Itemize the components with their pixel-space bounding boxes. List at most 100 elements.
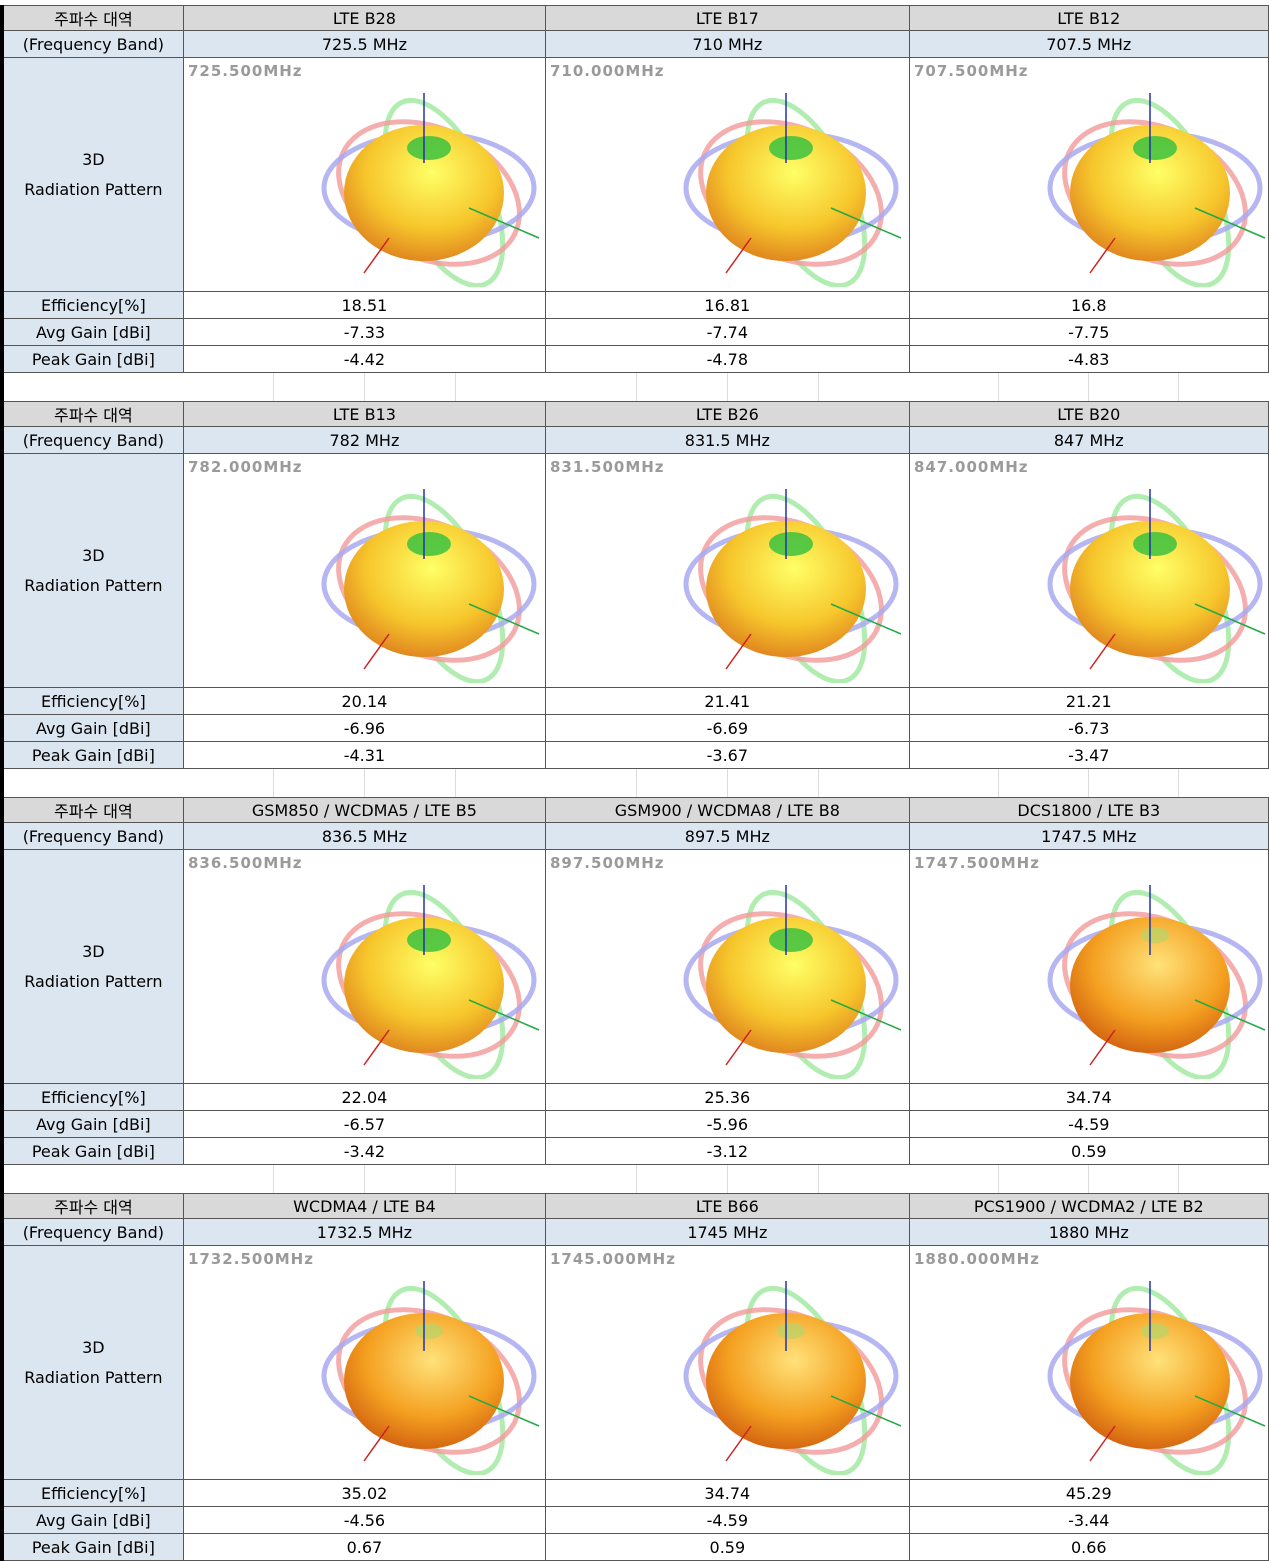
pattern-cell: 1880.000MHz xyxy=(908,1245,1269,1480)
spacer-col xyxy=(999,769,1090,797)
avg-gain-cell: -7.75 xyxy=(908,318,1269,346)
spacer-cell xyxy=(2,1164,184,1194)
axis-y xyxy=(468,207,539,239)
spacer-cell xyxy=(183,768,546,798)
frequency-cell: 782 MHz xyxy=(182,426,547,454)
row-pattern: 3D Radiation Pattern 1732.500MHz 1745.000… xyxy=(1,1245,1269,1480)
axis-x xyxy=(725,1029,752,1066)
band-cell: LTE B13 xyxy=(182,401,547,427)
lobe xyxy=(706,1313,867,1449)
spacer-col xyxy=(1089,1165,1180,1193)
axis-y xyxy=(1194,603,1265,635)
pattern-label: 707.500MHz xyxy=(914,62,1029,80)
radiation-pattern: 707.500MHz xyxy=(914,62,1265,289)
spacer-row xyxy=(2,1164,1269,1194)
axis-x xyxy=(363,237,390,274)
spacer-row xyxy=(2,372,1269,402)
spacer-col xyxy=(637,1165,728,1193)
radiation-pattern: 1732.500MHz xyxy=(188,1250,539,1477)
lobe xyxy=(706,917,867,1053)
row-label: 주파수 대역 xyxy=(1,401,184,427)
frequency-cell: 725.5 MHz xyxy=(182,30,547,58)
avg-gain-cell: -7.74 xyxy=(545,318,910,346)
row-pattern: 3D Radiation Pattern 725.500MHz 710.000MH… xyxy=(1,57,1269,292)
band-cell: DCS1800 / LTE B3 xyxy=(908,797,1269,823)
row-label-line: 3D xyxy=(82,1337,105,1357)
row-label-line: Radiation Pattern xyxy=(24,971,163,991)
spacer-grid xyxy=(546,373,909,401)
band-cell: WCDMA4 / LTE B4 xyxy=(182,1193,547,1219)
spacer-col xyxy=(909,769,1000,797)
radiation-pattern: 836.500MHz xyxy=(188,854,539,1081)
axis-x xyxy=(1088,1425,1116,1462)
efficiency-cell: 45.29 xyxy=(908,1479,1269,1507)
axis-y xyxy=(1194,999,1265,1031)
axis-y xyxy=(1194,1395,1265,1427)
row-label: Efficiency[%] xyxy=(1,1083,184,1111)
row-efficiency: Efficiency[%] 35.02 34.74 45.29 xyxy=(1,1479,1269,1507)
avg-gain-cell: -7.33 xyxy=(182,318,547,346)
lobe xyxy=(1069,1313,1230,1449)
frequency-cell: 710 MHz xyxy=(545,30,910,58)
pattern-label: 897.500MHz xyxy=(550,854,665,872)
peak-gain-cell: -3.42 xyxy=(182,1137,547,1165)
spacer-col xyxy=(1179,770,1268,797)
radiation-pattern: 1747.500MHz xyxy=(914,854,1265,1081)
avg-gain-cell: -6.57 xyxy=(182,1110,547,1138)
spacer-col xyxy=(999,1165,1090,1193)
spacer-grid xyxy=(183,1165,545,1193)
frequency-cell: 836.5 MHz xyxy=(182,822,547,850)
lobe xyxy=(343,125,504,261)
axis-x xyxy=(363,1425,390,1462)
efficiency-cell: 18.51 xyxy=(182,291,547,319)
pattern-cell: 1745.000MHz xyxy=(545,1245,910,1480)
row-frequency: (Frequency Band) 836.5 MHz 897.5 MHz 1747.5… xyxy=(1,822,1269,850)
axis-x xyxy=(725,237,752,274)
pattern-label: 1732.500MHz xyxy=(188,1250,314,1268)
axis-y xyxy=(468,999,539,1031)
spacer-col xyxy=(999,373,1090,401)
spacer-cell xyxy=(909,768,1269,798)
efficiency-cell: 22.04 xyxy=(182,1083,547,1111)
band-cell: PCS1900 / WCDMA2 / LTE B2 xyxy=(908,1193,1269,1219)
efficiency-cell: 16.81 xyxy=(545,291,910,319)
spacer-col xyxy=(1089,373,1180,401)
avg-gain-cell: -6.96 xyxy=(182,714,547,742)
frequency-cell: 707.5 MHz xyxy=(908,30,1269,58)
spacer-cell xyxy=(909,1164,1269,1194)
peak-gain-cell: 0.59 xyxy=(908,1137,1269,1165)
lobe xyxy=(1069,521,1230,657)
spacer-col xyxy=(909,373,1000,401)
row-band: 주파수 대역 LTE B13 LTE B26 LTE B20 xyxy=(1,401,1269,427)
pattern-cell: 707.500MHz xyxy=(908,57,1269,292)
row-band: 주파수 대역 WCDMA4 / LTE B4 LTE B66 PCS1900 / WC… xyxy=(1,1193,1269,1219)
pattern-label: 1880.000MHz xyxy=(914,1250,1040,1268)
spacer-col xyxy=(819,770,909,797)
pattern-cell: 897.500MHz xyxy=(545,849,910,1084)
band-cell: LTE B28 xyxy=(182,5,547,31)
radiation-pattern: 710.000MHz xyxy=(550,62,902,289)
spacer-col xyxy=(637,769,728,797)
spacer-col xyxy=(456,374,546,401)
row-peak-gain: Peak Gain [dBi] -3.42 -3.12 0.59 xyxy=(1,1137,1269,1165)
spacer-col xyxy=(183,373,275,401)
peak-gain-cell: 0.59 xyxy=(545,1533,910,1561)
row-avg-gain: Avg Gain [dBi] -6.96 -6.69 -6.73 xyxy=(1,714,1269,742)
spacer-cell xyxy=(183,372,546,402)
null-spot xyxy=(769,136,814,160)
spacer-row xyxy=(2,768,1269,798)
row-band: 주파수 대역 LTE B28 LTE B17 LTE B12 xyxy=(1,5,1269,31)
peak-gain-cell: -4.42 xyxy=(182,345,547,373)
lobe xyxy=(343,917,504,1053)
frequency-cell: 1880 MHz xyxy=(908,1218,1269,1246)
pattern-label: 1745.000MHz xyxy=(550,1250,676,1268)
efficiency-cell: 21.41 xyxy=(545,687,910,715)
pattern-cell: 710.000MHz xyxy=(545,57,910,292)
peak-gain-cell: 0.67 xyxy=(182,1533,547,1561)
spacer-col xyxy=(819,374,909,401)
spacer-col xyxy=(728,769,819,797)
band-cell: GSM850 / WCDMA5 / LTE B5 xyxy=(182,797,547,823)
spacer-col xyxy=(637,373,728,401)
pattern-label: 831.500MHz xyxy=(550,458,665,476)
spacer-col xyxy=(1179,374,1268,401)
